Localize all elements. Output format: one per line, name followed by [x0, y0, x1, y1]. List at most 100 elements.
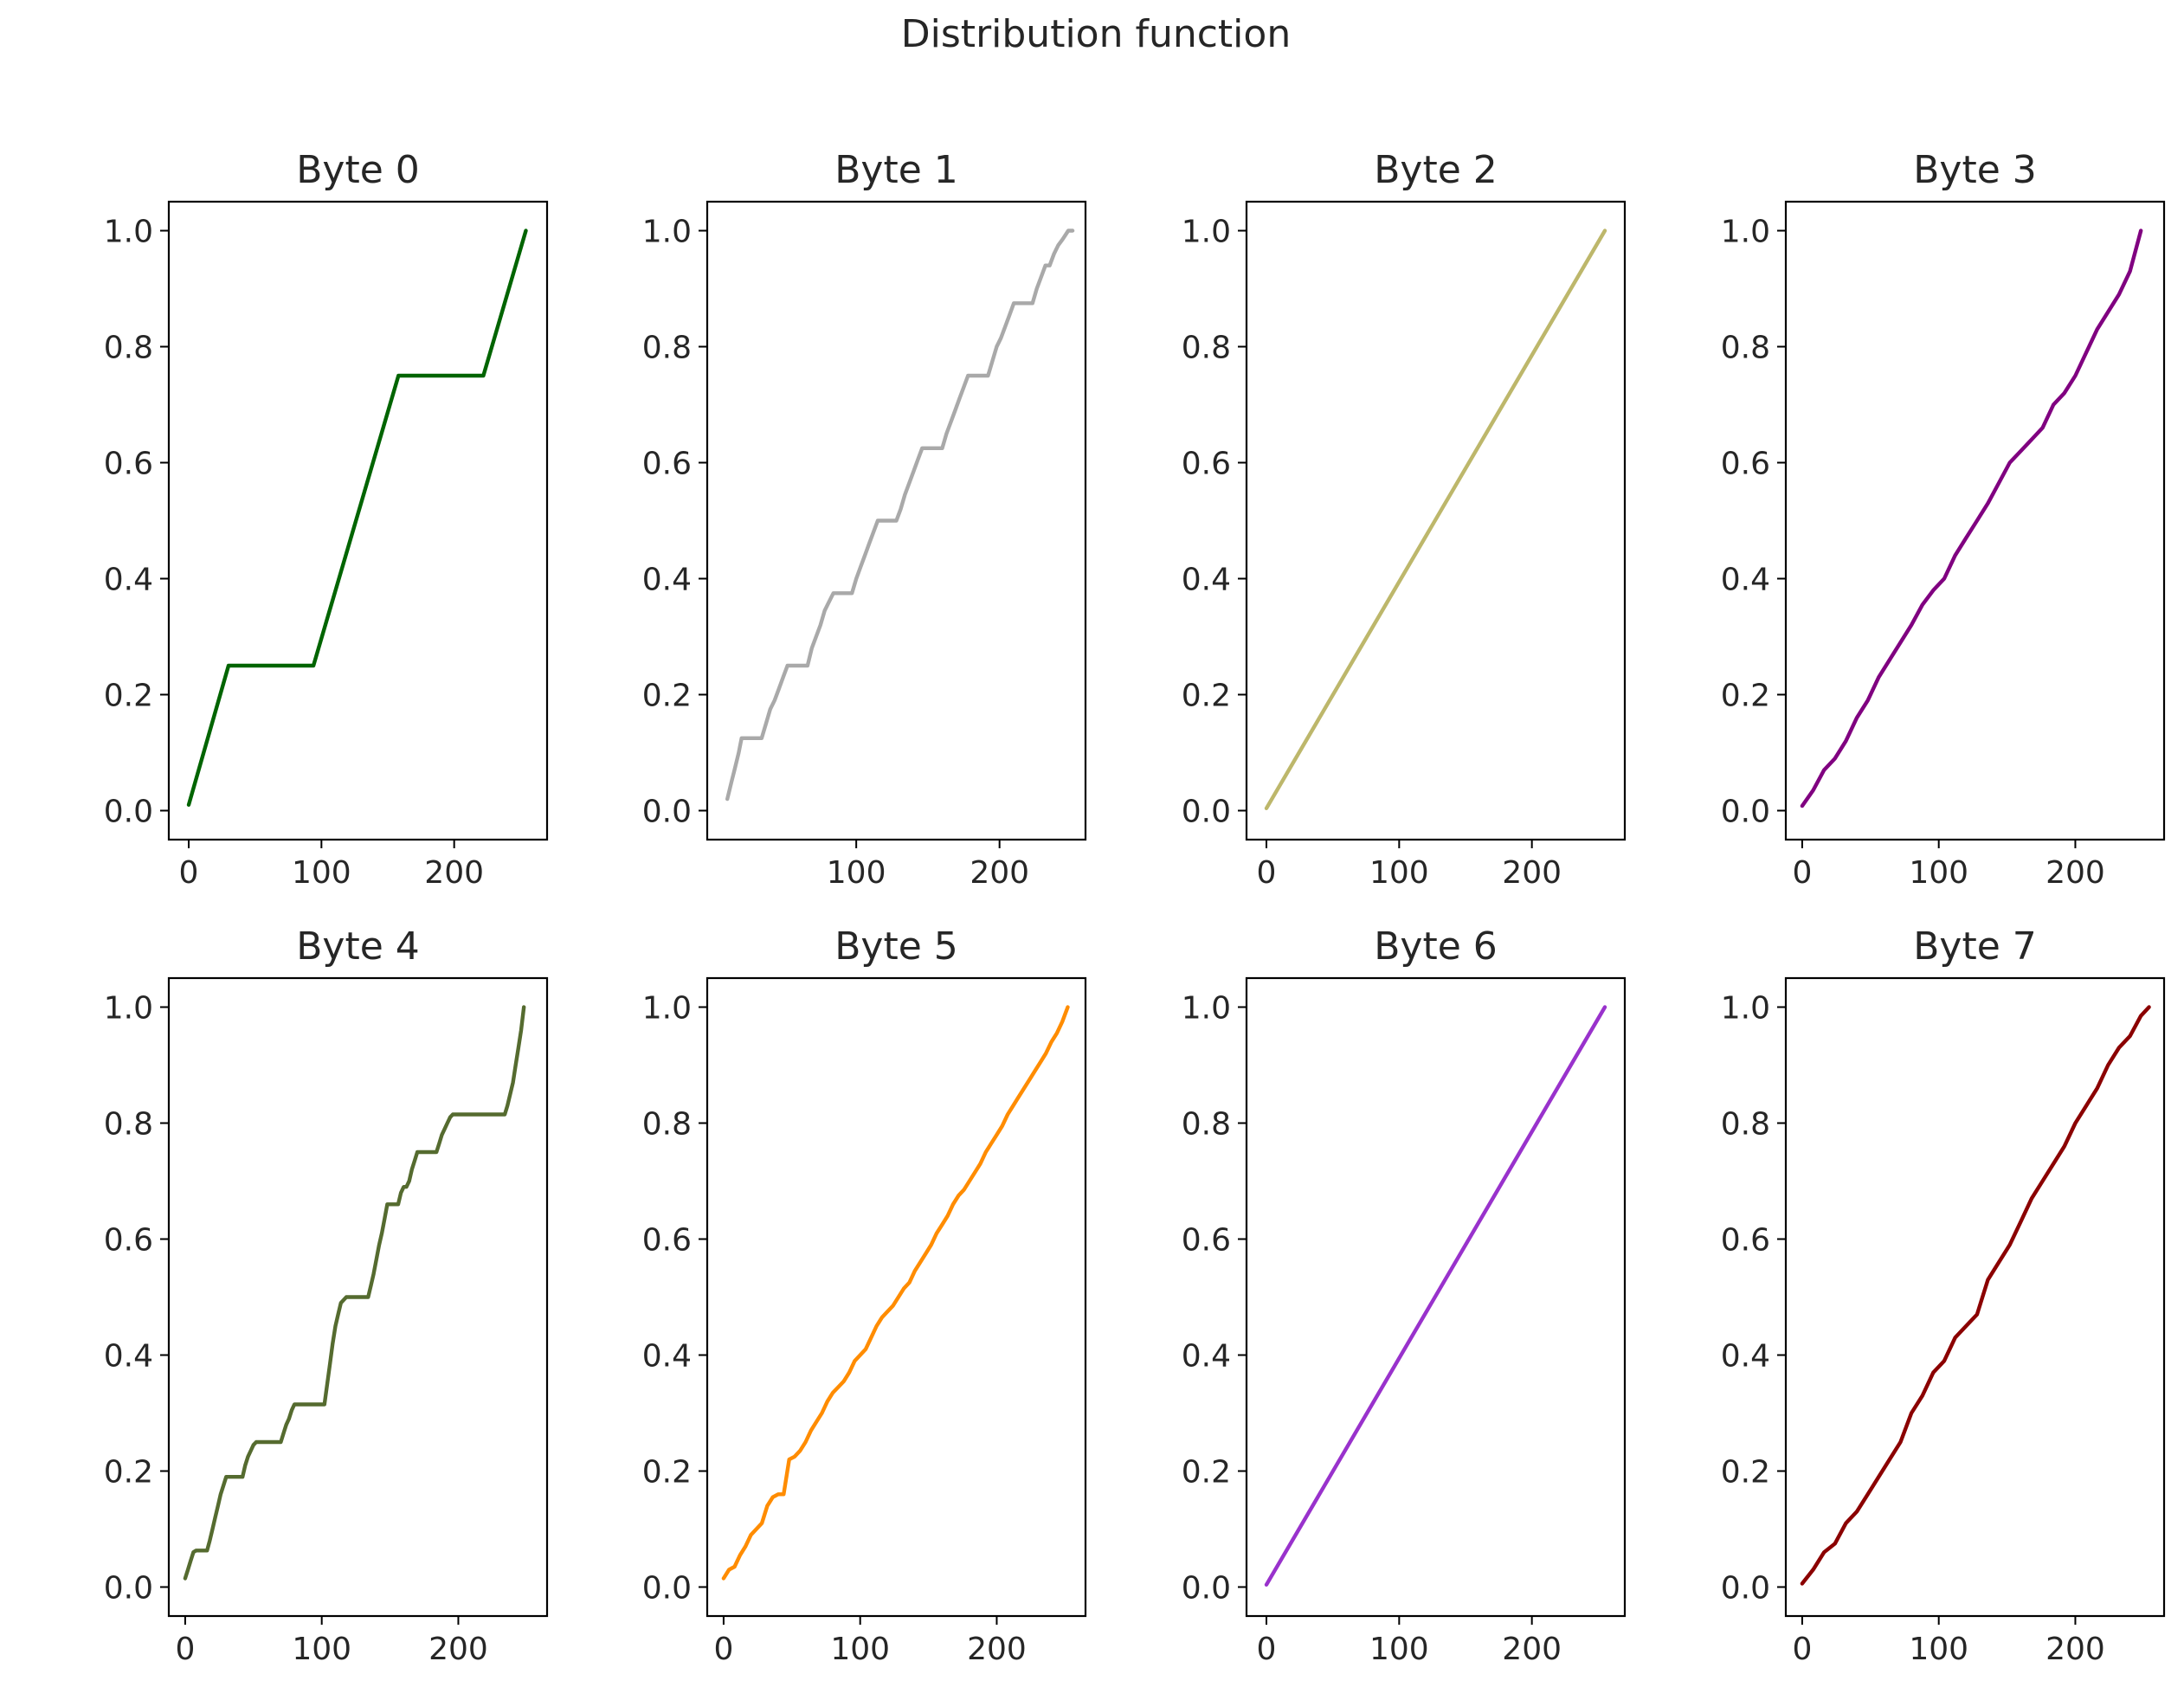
- axes-frame: [167, 200, 549, 841]
- subplot-byte-0: Byte 0 0 100 200 0.0 0.2 0.4 0.6 0.8 1.0: [104, 148, 549, 891]
- y-tick-label: 0.2: [1182, 1455, 1231, 1491]
- y-tick-label: 0.0: [1721, 795, 1770, 830]
- y-tick-label: 0.6: [642, 447, 692, 482]
- x-tick-label: 0: [179, 855, 199, 891]
- series-line-byte-2: [1264, 229, 1607, 810]
- y-tick-label: 0.4: [104, 1339, 153, 1375]
- subplot-title: Byte 4: [296, 924, 420, 969]
- y-tick-label: 0.0: [1182, 795, 1231, 830]
- subplot-byte-1: Byte 1 100 200 0.0 0.2 0.4 0.6 0.8 1.0: [642, 148, 1087, 891]
- y-tick-label: 0.8: [104, 331, 153, 366]
- y-tick-label: 0.4: [642, 1339, 692, 1375]
- y-tick-label: 0.6: [1182, 447, 1231, 482]
- x-tick-label: 100: [1369, 855, 1429, 891]
- x-tick-label: 0: [1257, 855, 1277, 891]
- x-tick-label: 100: [830, 1632, 890, 1667]
- axes-frame: [705, 976, 1087, 1618]
- series-line-byte-1: [725, 229, 1075, 802]
- subplot-byte-5: Byte 5 0 100 200 0.0 0.2 0.4 0.6 0.8 1.0: [642, 924, 1087, 1667]
- subplot-title: Byte 6: [1374, 924, 1498, 969]
- y-tick-label: 1.0: [104, 991, 153, 1027]
- y-tick-label: 0.6: [1721, 447, 1770, 482]
- subplot-grid: Byte 0 0 100 200 0.0 0.2 0.4 0.6 0.8 1.0 Byte 1 100…: [104, 148, 2166, 1667]
- y-tick-label: 0.0: [1721, 1571, 1770, 1607]
- y-tick-label: 0.6: [104, 1223, 153, 1259]
- axes-frame: [167, 976, 549, 1618]
- y-tick-label: 0.0: [642, 795, 692, 830]
- y-tick-label: 1.0: [642, 991, 692, 1027]
- x-tick-label: 200: [1502, 855, 1562, 891]
- subplot-byte-2: Byte 2 0 100 200 0.0 0.2 0.4 0.6 0.8 1.0: [1182, 148, 1627, 891]
- y-tick-label: 0.4: [1721, 563, 1770, 598]
- y-tick-label: 0.4: [1182, 563, 1231, 598]
- series-line-byte-3: [1800, 229, 2143, 808]
- y-tick-label: 0.2: [1182, 679, 1231, 714]
- y-tick-label: 1.0: [1182, 215, 1231, 250]
- subplot-title: Byte 0: [296, 148, 420, 192]
- y-tick-label: 0.8: [1721, 331, 1770, 366]
- x-tick-label: 100: [827, 855, 886, 891]
- y-tick-label: 0.6: [1721, 1223, 1770, 1259]
- y-tick-label: 0.0: [642, 1571, 692, 1607]
- y-tick-label: 0.8: [1182, 1107, 1231, 1143]
- y-tick-label: 0.2: [104, 1455, 153, 1491]
- axes-frame: [1784, 976, 2166, 1618]
- y-tick-label: 0.2: [104, 679, 153, 714]
- y-tick-label: 0.2: [1721, 679, 1770, 714]
- subplot-byte-3: Byte 3 0 100 200 0.0 0.2 0.4 0.6 0.8 1.0: [1721, 148, 2166, 891]
- series-line-byte-0: [186, 229, 528, 807]
- subplot-title: Byte 2: [1374, 148, 1498, 192]
- series-line-byte-4: [183, 1005, 526, 1581]
- series-line-byte-7: [1800, 1005, 2151, 1586]
- subplot-title: Byte 1: [834, 148, 958, 192]
- y-tick-label: 0.4: [642, 563, 692, 598]
- subplot-byte-7: Byte 7 0 100 200 0.0 0.2 0.4 0.6 0.8 1.0: [1721, 924, 2166, 1667]
- axes-frame: [705, 200, 1087, 841]
- y-tick-label: 0.6: [642, 1223, 692, 1259]
- subplot-byte-6: Byte 6 0 100 200 0.0 0.2 0.4 0.6 0.8 1.0: [1182, 924, 1627, 1667]
- x-tick-label: 0: [713, 1632, 733, 1667]
- x-tick-label: 200: [2045, 855, 2105, 891]
- y-tick-label: 1.0: [642, 215, 692, 250]
- figure-title: Distribution function: [901, 12, 1291, 56]
- y-tick-label: 1.0: [1721, 215, 1770, 250]
- y-tick-label: 0.8: [642, 1107, 692, 1143]
- subplot-title: Byte 5: [834, 924, 958, 969]
- y-tick-label: 1.0: [104, 215, 153, 250]
- y-tick-label: 0.4: [1182, 1339, 1231, 1375]
- x-tick-label: 100: [292, 855, 351, 891]
- axes-frame: [1245, 976, 1627, 1618]
- y-tick-label: 0.2: [642, 1455, 692, 1491]
- axes-frame: [1245, 200, 1627, 841]
- y-tick-label: 0.8: [1721, 1107, 1770, 1143]
- y-tick-label: 0.8: [642, 331, 692, 366]
- y-tick-label: 1.0: [1721, 991, 1770, 1027]
- x-tick-label: 100: [1369, 1632, 1429, 1667]
- x-tick-label: 100: [1909, 855, 1968, 891]
- y-tick-label: 0.0: [104, 1571, 153, 1607]
- x-tick-label: 100: [1909, 1632, 1968, 1667]
- series-line-byte-5: [721, 1005, 1070, 1581]
- x-tick-label: 100: [292, 1632, 351, 1667]
- x-tick-label: 200: [428, 1632, 488, 1667]
- x-tick-label: 200: [424, 855, 484, 891]
- x-tick-label: 200: [970, 855, 1029, 891]
- y-tick-label: 0.4: [1721, 1339, 1770, 1375]
- y-tick-label: 0.0: [1182, 1571, 1231, 1607]
- y-tick-label: 0.8: [1182, 331, 1231, 366]
- y-tick-label: 0.8: [104, 1107, 153, 1143]
- subplot-title: Byte 7: [1913, 924, 2037, 969]
- x-tick-label: 0: [1792, 855, 1812, 891]
- y-tick-label: 0.6: [104, 447, 153, 482]
- y-tick-label: 0.0: [104, 795, 153, 830]
- subplot-title: Byte 3: [1913, 148, 2037, 192]
- axes-frame: [1784, 200, 2166, 841]
- x-tick-label: 200: [2045, 1632, 2105, 1667]
- x-tick-label: 200: [967, 1632, 1027, 1667]
- x-tick-label: 0: [1257, 1632, 1277, 1667]
- y-tick-label: 0.2: [642, 679, 692, 714]
- x-tick-label: 200: [1502, 1632, 1562, 1667]
- series-line-byte-6: [1264, 1005, 1607, 1587]
